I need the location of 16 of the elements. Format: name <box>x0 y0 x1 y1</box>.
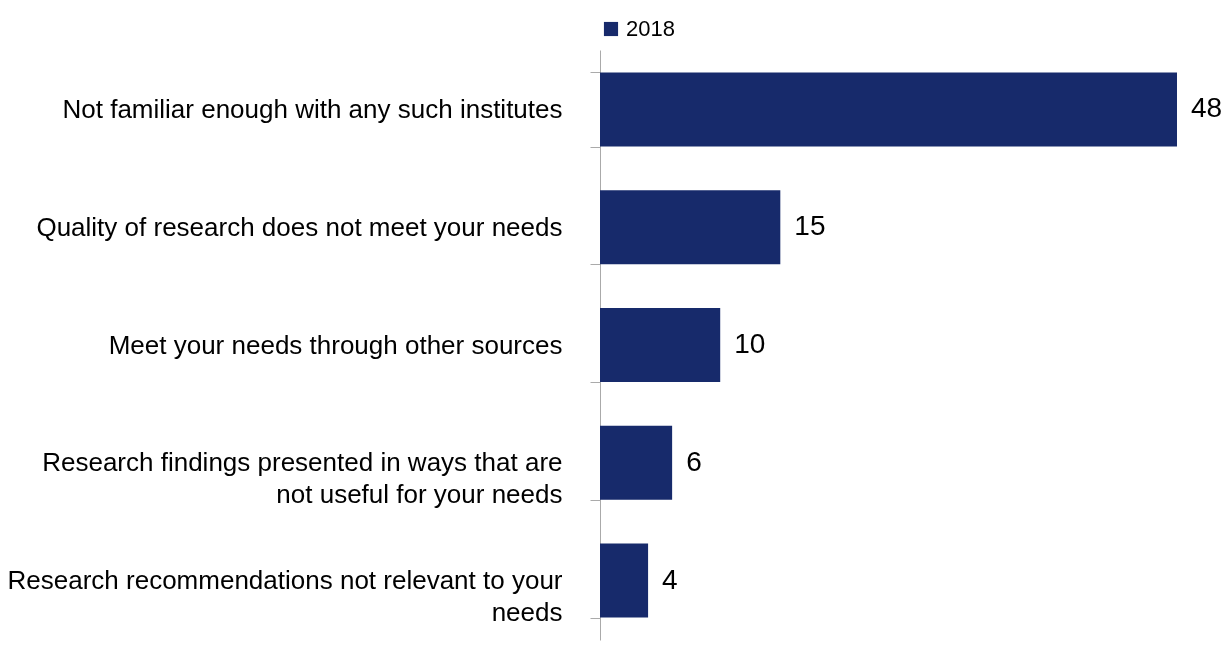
y-tick-label: Quality of research does not meet your needs <box>36 211 563 242</box>
data-label: 4 <box>662 563 678 595</box>
bar <box>600 425 673 500</box>
y-tick-label: Not familiar enough with any such institutes <box>62 93 563 124</box>
data-label: 10 <box>734 328 766 359</box>
y-tick-label: Research findings presented in ways that are not useful for your needs <box>42 447 563 510</box>
data-label: 48 <box>1191 92 1223 124</box>
bar <box>600 307 721 383</box>
bar <box>600 72 1177 147</box>
legend-label: 2018 <box>626 16 675 41</box>
bar <box>600 190 781 265</box>
data-label: 6 <box>686 445 702 477</box>
bar <box>600 543 649 618</box>
y-tick-label: Meet your needs through other sources <box>108 329 563 360</box>
data-label: 15 <box>794 210 826 242</box>
y-tick-label: Research recommendations not relevant to your needs <box>7 565 563 628</box>
